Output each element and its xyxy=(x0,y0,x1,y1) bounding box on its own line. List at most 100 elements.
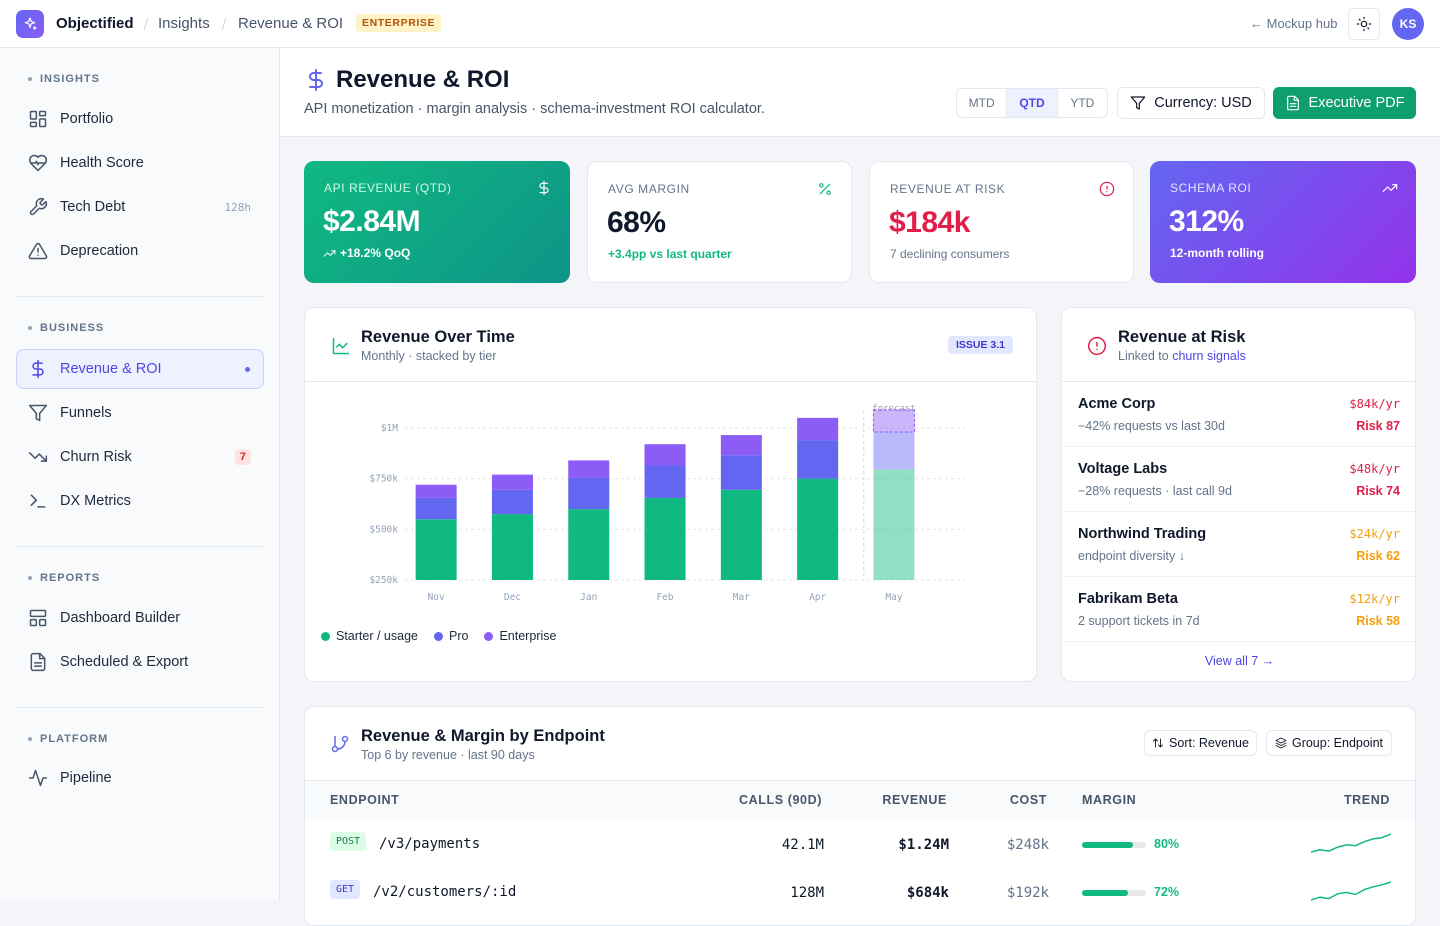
customer-name: Acme Corp xyxy=(1078,396,1156,412)
icon xyxy=(29,197,48,216)
panel-subtitle: Linked to churn signals xyxy=(1118,349,1246,363)
nav-label: Funnels xyxy=(60,405,112,421)
nav-label: Revenue & ROI xyxy=(60,361,162,377)
kpi-icon xyxy=(539,180,549,196)
section-title: INSIGHTS xyxy=(28,72,100,86)
link[interactable]: churn signals xyxy=(1172,349,1246,363)
icon xyxy=(1153,738,1163,748)
customer-name: Voltage Labs xyxy=(1078,461,1168,477)
bar-segment xyxy=(872,409,915,433)
divider xyxy=(16,546,264,547)
period-option[interactable]: YTD xyxy=(1070,96,1095,110)
panel-subtitle: Top 6 by revenue · last 90 days xyxy=(361,748,535,762)
bar-segment xyxy=(720,455,762,490)
nav-item[interactable]: Funnels xyxy=(16,393,264,433)
risk-score: Risk 74 xyxy=(1356,484,1400,498)
icon xyxy=(1130,96,1146,110)
customer-detail: −42% requests vs last 30d xyxy=(1078,419,1225,433)
bar-segment xyxy=(415,519,457,580)
panel-icon xyxy=(1087,336,1107,356)
bar-segment xyxy=(568,477,610,510)
sort-button[interactable]: Sort: Revenue xyxy=(1144,730,1257,756)
icon xyxy=(32,359,44,379)
logo[interactable] xyxy=(16,10,44,38)
element xyxy=(143,17,149,31)
avatar[interactable]: KS xyxy=(1392,8,1424,40)
nav-label: Pipeline xyxy=(60,770,112,786)
sidebar xyxy=(0,48,280,900)
cost: $248k xyxy=(1006,837,1049,853)
margin-track xyxy=(1082,890,1146,896)
nav-item[interactable]: Tech Debt 128h xyxy=(16,187,264,227)
breadcrumb: Revenue & ROI xyxy=(238,15,344,32)
icon xyxy=(1356,16,1372,32)
sparkline xyxy=(1311,881,1391,901)
page-title: Revenue & ROI xyxy=(336,66,510,93)
theme-toggle[interactable] xyxy=(1348,8,1380,40)
group-button[interactable]: Group: Endpoint xyxy=(1266,730,1392,756)
table-header xyxy=(305,780,1415,821)
title-icon xyxy=(309,69,323,91)
customer-name: Northwind Trading xyxy=(1078,526,1207,542)
risk-row[interactable]: Northwind Trading endpoint diversity ↓ $24… xyxy=(1062,512,1415,577)
table-row: POST/v3/payments 42.1M $1.24M $248k 80% xyxy=(305,822,1415,870)
nav-item[interactable]: DX Metrics xyxy=(16,481,264,521)
view-all-link[interactable]: View all 7 → xyxy=(1204,654,1275,668)
icon xyxy=(28,242,48,260)
currency-button[interactable]: Currency: USD xyxy=(1117,87,1265,119)
icon xyxy=(24,17,37,30)
nav-item-active[interactable]: Revenue & ROI xyxy=(16,349,264,389)
nav-item[interactable]: Health Score xyxy=(16,143,264,183)
chart: $250k $500k $750k $1M forecast Nov Dec Jan Feb Ma… xyxy=(369,404,965,603)
button-label: Sort: Revenue xyxy=(1169,736,1249,750)
bar-segment xyxy=(797,478,839,580)
period-option[interactable]: MTD xyxy=(957,89,1008,117)
risk-row[interactable]: Acme Corp −42% requests vs last 30d $84k/y… xyxy=(1062,382,1415,447)
endpoint-path: /v3/payments xyxy=(379,836,481,852)
kpi-card: REVENUE AT RISK $184k 7 declining consum… xyxy=(869,161,1134,283)
risk-row[interactable]: Fabrikam Beta 2 support tickets in 7d $12k… xyxy=(1062,577,1415,642)
nav-item[interactable]: Scheduled & Export xyxy=(16,642,264,682)
icon xyxy=(28,452,48,462)
column-header: MARGIN xyxy=(1082,793,1137,807)
risk-row[interactable]: Voltage Labs −28% requests · last call 9d… xyxy=(1062,447,1415,512)
nav-item[interactable]: Pipeline xyxy=(16,758,264,798)
brand: Objectified xyxy=(56,15,134,32)
nav-item[interactable]: Churn Risk 7 xyxy=(16,437,264,477)
margin-label: 72% xyxy=(1154,885,1180,899)
x-tick-label: Feb xyxy=(656,592,673,603)
risk-score: Risk 58 xyxy=(1356,614,1400,628)
customer-detail: 2 support tickets in 7d xyxy=(1078,614,1200,628)
revenue-amount: $48k/yr xyxy=(1349,462,1400,476)
panel-title: Revenue & Margin by Endpoint xyxy=(361,727,605,745)
kpi-note: +18.2% QoQ xyxy=(340,246,411,260)
separator xyxy=(143,17,149,31)
button-label: Group: Endpoint xyxy=(1291,736,1384,750)
section-title: REPORTS xyxy=(28,571,100,585)
issue-badge: ISSUE 3.1 xyxy=(948,336,1014,354)
y-tick-label: $500k xyxy=(369,524,398,535)
export-button[interactable]: Executive PDF xyxy=(1273,87,1416,119)
risk-panel: Revenue at Risk Linked to churn signals … xyxy=(1061,307,1416,682)
margin-track xyxy=(1082,842,1146,848)
nav-item[interactable]: Deprecation xyxy=(16,231,264,271)
breadcrumb[interactable]: Insights xyxy=(158,15,210,32)
x-tick-label: Jan xyxy=(580,592,597,603)
nav-item[interactable]: Portfolio xyxy=(16,99,264,139)
bar-segment xyxy=(491,474,533,490)
button-label: Executive PDF xyxy=(1308,95,1405,111)
nav-item[interactable]: Dashboard Builder xyxy=(16,598,264,638)
period-option-active[interactable]: QTD xyxy=(1007,89,1058,117)
trend-icon xyxy=(323,250,336,257)
kpi-label: API REVENUE (QTD) xyxy=(324,181,452,195)
calls: 42.1M xyxy=(781,837,824,853)
risk-score: Risk 87 xyxy=(1356,419,1400,433)
trend-line xyxy=(1311,833,1391,853)
icon xyxy=(29,110,47,128)
legend-label: Pro xyxy=(449,629,469,643)
hub-link[interactable]: ← Mockup hub xyxy=(1250,16,1338,31)
icon xyxy=(28,769,48,787)
nav-label: Health Score xyxy=(60,155,144,171)
kpi-note: 12-month rolling xyxy=(1170,246,1264,260)
bar-segment xyxy=(568,460,610,478)
